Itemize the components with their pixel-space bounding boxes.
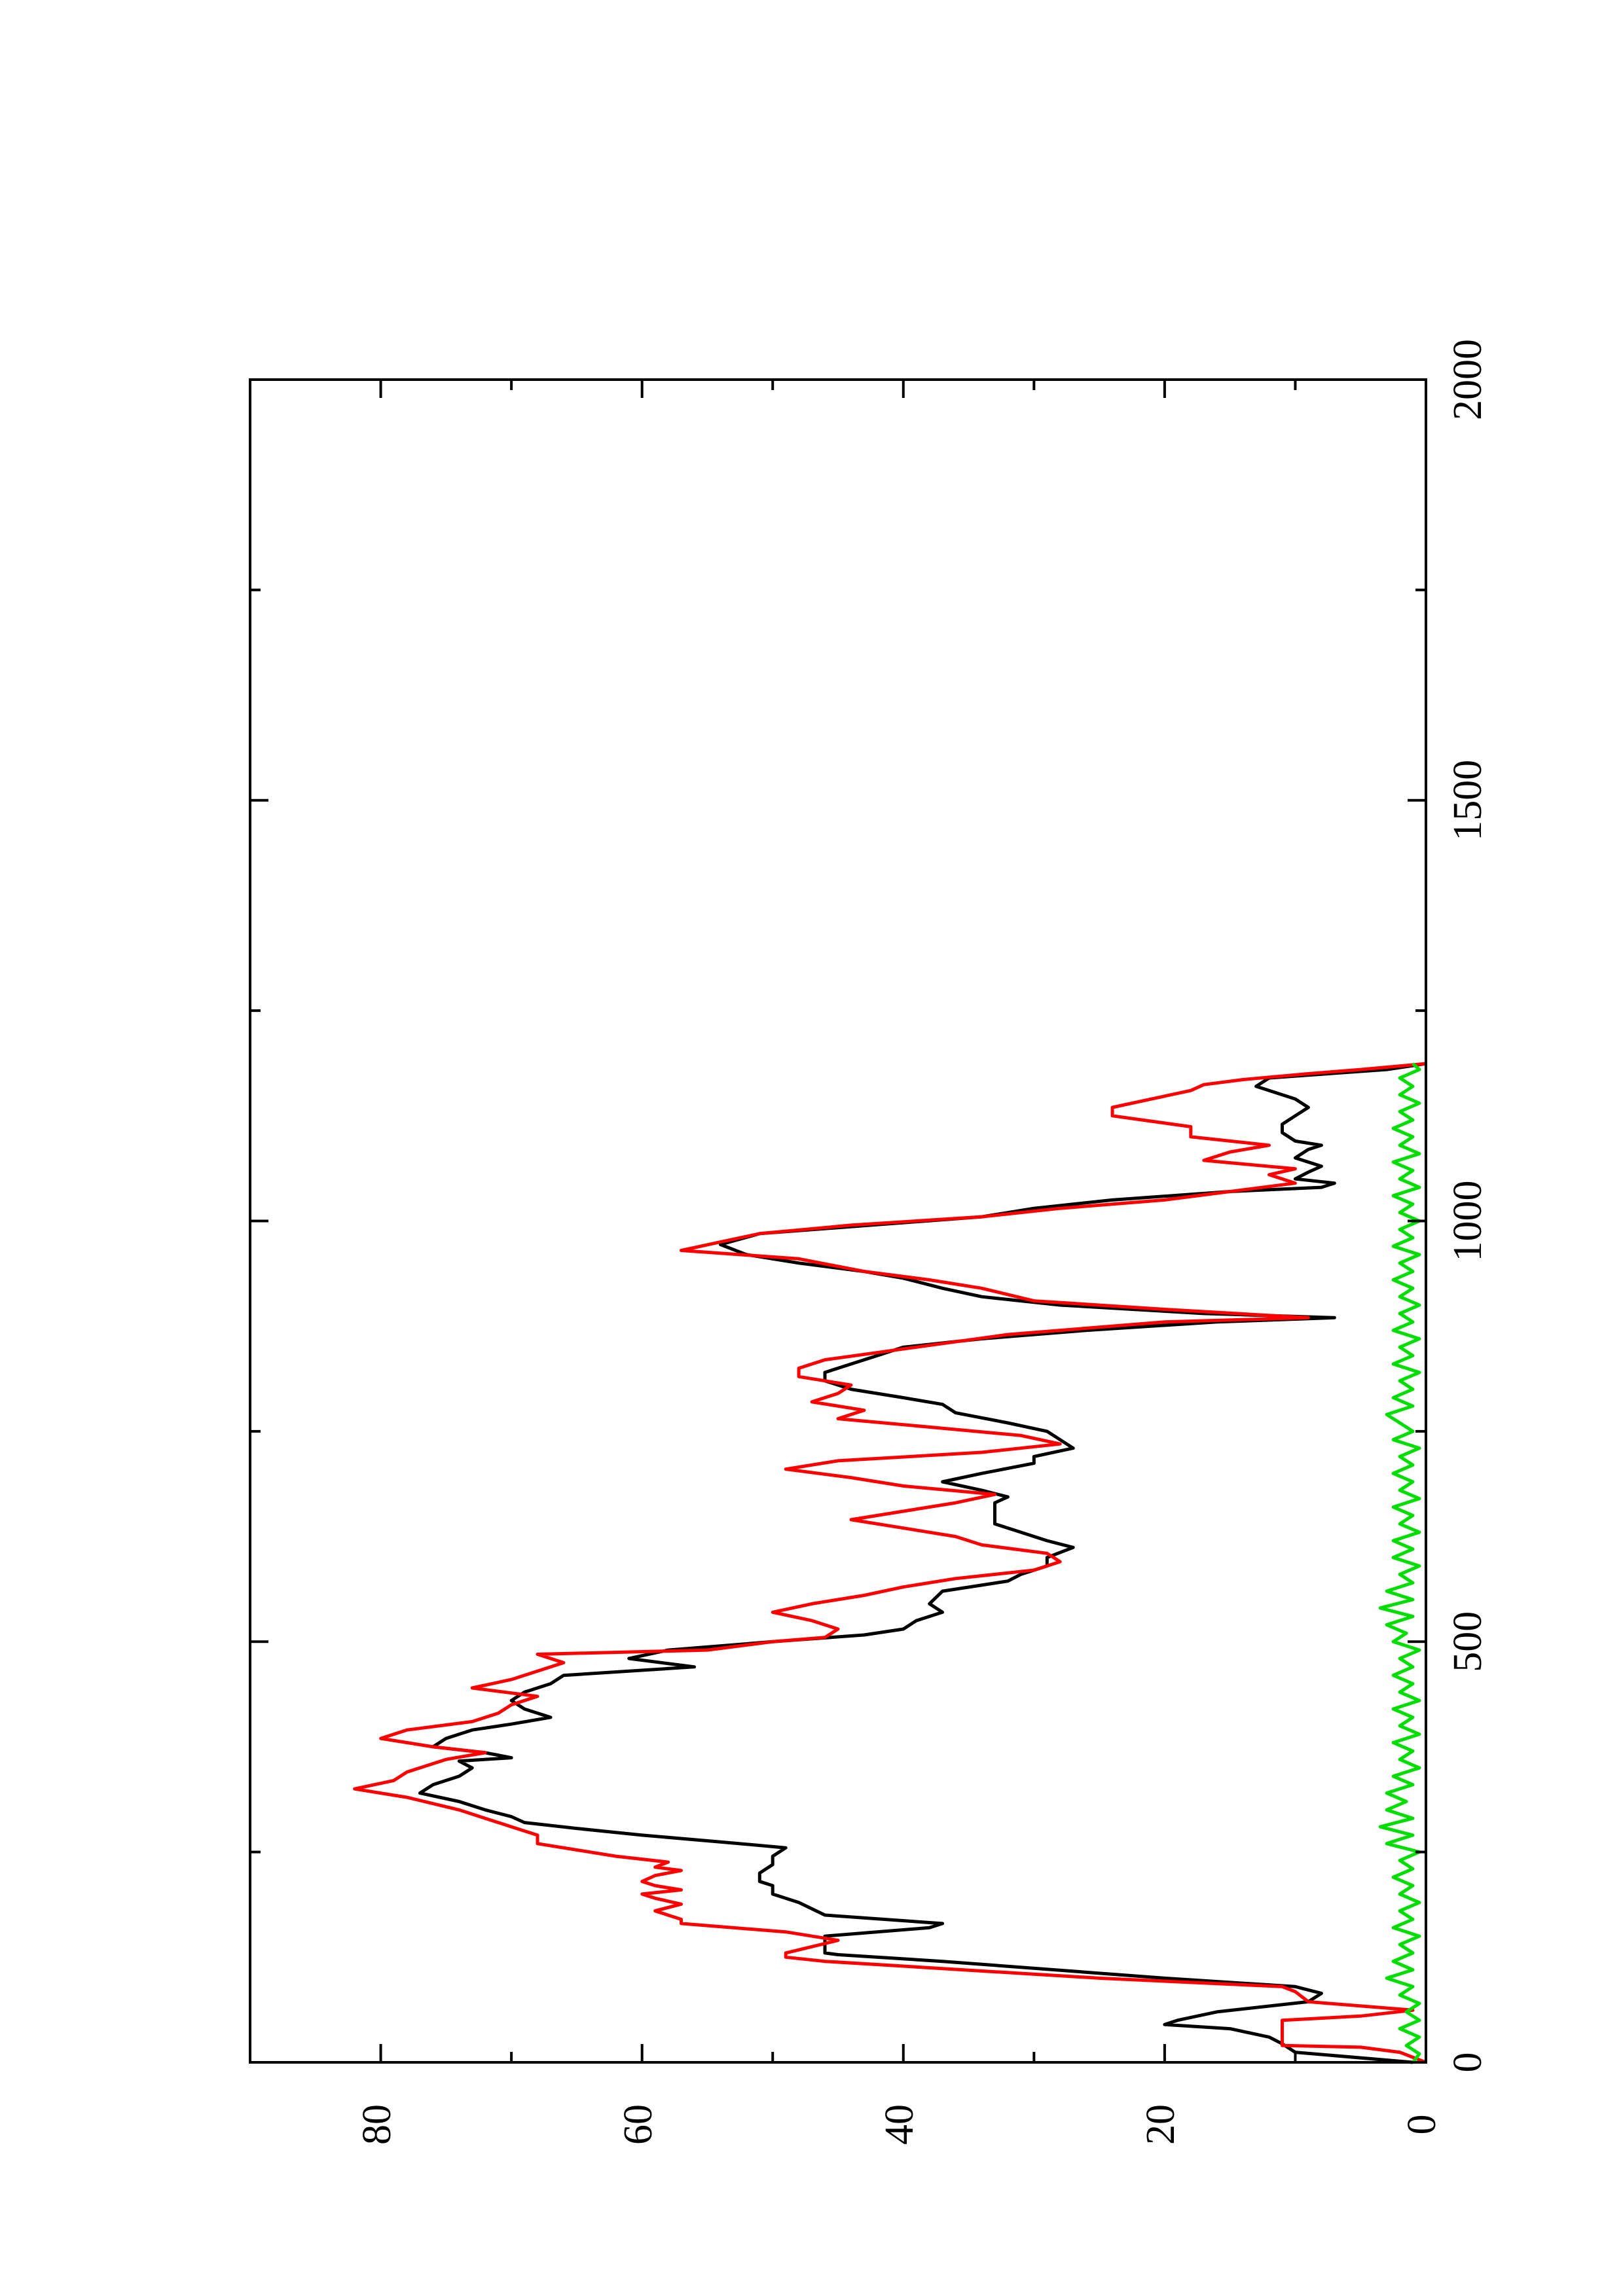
- green-series-line: [1378, 1062, 1421, 2064]
- plot-frame: [249, 378, 1427, 2064]
- axes-layer: 0 500 1000 1500 2000 0 20 40 60 80: [249, 339, 1490, 2145]
- x-axis-tick-label: 0: [1446, 2053, 1490, 2073]
- y-axis-tick-label: 40: [877, 2104, 922, 2145]
- series-layer: [353, 1062, 1427, 2064]
- x-axis-tick-label: 500: [1446, 1611, 1490, 1672]
- black-series-line: [418, 1062, 1427, 2064]
- x-axis-tick-label: 1500: [1446, 760, 1490, 841]
- red-series-line: [353, 1062, 1427, 2064]
- y-axis-tick-label: 20: [1139, 2104, 1183, 2145]
- y-axis-tick-label: 80: [355, 2104, 399, 2145]
- x-axis-tick-label: 2000: [1446, 339, 1490, 420]
- y-axis-tick-label: 60: [616, 2104, 661, 2145]
- x-axis-tick-label: 1000: [1446, 1181, 1490, 1262]
- y-axis-tick-label: 0: [1400, 2115, 1444, 2135]
